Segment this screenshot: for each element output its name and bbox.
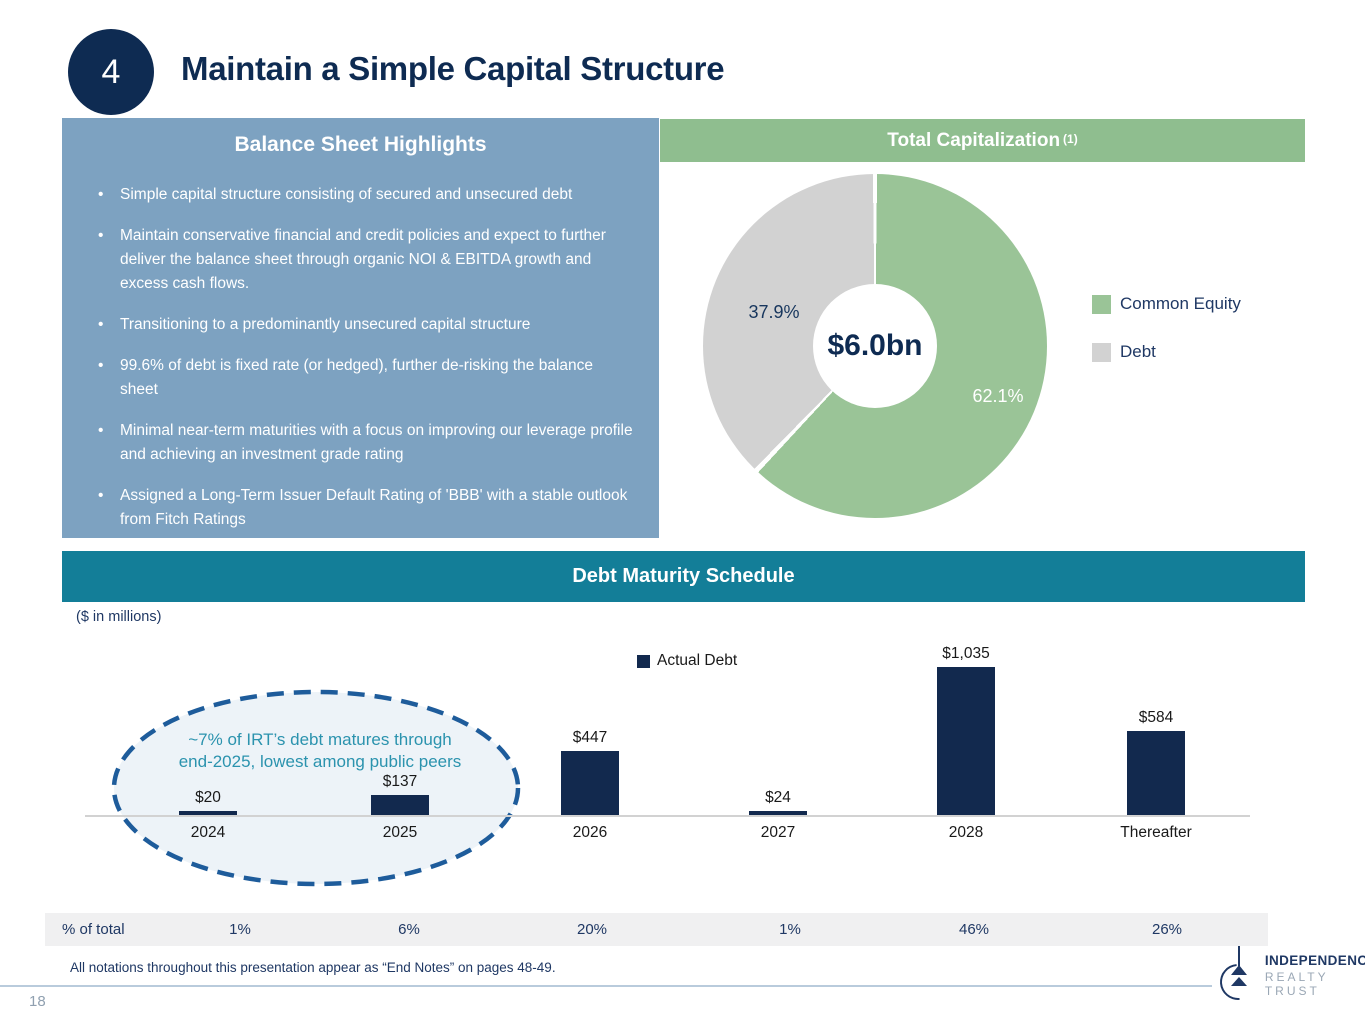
bullet-text: Transitioning to a predominantly unsecur… <box>120 316 531 333</box>
bullet-icon: • <box>98 422 104 439</box>
percent-cell-thereafter: 26% <box>1151 921 1183 938</box>
bar-value-label: $447 <box>572 729 608 746</box>
footnote-marker: (1) <box>1063 131 1078 146</box>
legend-label: Debt <box>1120 342 1156 361</box>
bullet-item: • 99.6% of debt is fixed rate (or hedged)… <box>94 354 633 402</box>
category-label-2027: 2027 <box>760 824 796 841</box>
bar <box>1127 731 1185 815</box>
annotation-line-1: ~7% of IRT’s debt matures through <box>188 730 452 749</box>
bullet-text: 99.6% of debt is fixed rate (or hedged),… <box>120 357 594 398</box>
bullet-icon: • <box>98 227 104 244</box>
bar-2025: $137 <box>340 773 460 815</box>
bar-2027: $24 <box>718 789 838 815</box>
units-label: ($ in millions) <box>76 609 162 625</box>
bullet-item: • Simple capital structure consisting of … <box>94 183 633 207</box>
bar-value-label: $1,035 <box>942 645 990 662</box>
x-axis-line <box>85 815 1250 817</box>
annotation-line-2: end-2025, lowest among public peers <box>178 752 462 771</box>
logo-line-1: INDEPENDENCE <box>1264 952 1365 968</box>
logo-line-2: REALTY TRUST <box>1264 969 1329 998</box>
bullet-icon: • <box>98 357 104 374</box>
total-capitalization-value: $6.0bn <box>827 329 923 362</box>
bar-value-label: $24 <box>765 789 791 806</box>
debt-percent-label: 37.9% <box>748 302 800 322</box>
page-number: 18 <box>29 993 46 1010</box>
bullet-icon: • <box>98 186 104 203</box>
donut-center-label: $6.0bn <box>813 284 937 408</box>
bar-chart-legend: Actual Debt <box>637 652 737 670</box>
slide-number: 4 <box>101 52 121 91</box>
page-title: Maintain a Simple Capital Structure <box>181 50 725 87</box>
highlight-ellipse <box>111 689 521 887</box>
bar <box>937 667 995 815</box>
tower-emblem-icon <box>1212 946 1264 1008</box>
category-label-2024: 2024 <box>190 824 226 841</box>
bullet-text: Assigned a Long-Term Issuer Default Rati… <box>120 487 628 528</box>
debt-maturity-banner: Debt Maturity Schedule <box>62 551 1305 602</box>
percent-row-label: % of total <box>62 921 125 938</box>
balance-sheet-panel: Balance Sheet Highlights • Simple capital… <box>62 118 659 538</box>
percent-cell-2024: 1% <box>229 921 251 938</box>
bullet-text: Minimal near-term maturities with a focu… <box>120 422 633 463</box>
footnote-text: All notations throughout this presentati… <box>70 960 556 975</box>
bar-value-label: $20 <box>195 789 221 806</box>
footer-divider <box>0 985 1212 987</box>
bullet-icon: • <box>98 316 104 333</box>
bar <box>371 795 429 815</box>
bullet-item: • Transitioning to a predominantly unsecu… <box>94 313 633 337</box>
percent-cell-2027: 1% <box>779 921 801 938</box>
bar-value-label: $584 <box>1138 709 1174 726</box>
category-label-2025: 2025 <box>382 824 418 841</box>
equity-percent-label: 62.1% <box>972 386 1024 406</box>
actual-debt-legend-label: Actual Debt <box>657 652 738 669</box>
bar <box>179 811 237 815</box>
bar-value-label: $137 <box>382 773 418 790</box>
total-capitalization-title: Total Capitalization <box>887 129 1061 151</box>
logo-text: INDEPENDENCE REALTY TRUST <box>1265 953 1365 998</box>
category-label-2026: 2026 <box>572 824 608 841</box>
bullet-icon: • <box>98 487 104 504</box>
bar <box>749 811 807 815</box>
percent-cell-2028: 46% <box>958 921 990 938</box>
capitalization-legend: Common Equity Debt <box>1092 294 1241 390</box>
common-equity-swatch-icon <box>1092 294 1111 314</box>
bar-2024: $20 <box>148 789 268 815</box>
legend-item-debt: Debt <box>1092 342 1241 362</box>
category-label-thereafter: Thereafter <box>1120 824 1192 841</box>
percent-cell-2025: 6% <box>398 921 420 938</box>
bullet-item: • Maintain conservative financial and cre… <box>94 224 633 296</box>
actual-debt-swatch-icon <box>637 654 650 668</box>
slide-number-badge: 4 <box>68 29 154 115</box>
bullet-item: • Assigned a Long-Term Issuer Default Rat… <box>94 484 633 532</box>
bar <box>561 751 619 815</box>
bullet-text: Simple capital structure consisting of s… <box>120 186 573 203</box>
bullet-text: Maintain conservative financial and cred… <box>120 227 606 292</box>
balance-sheet-bullet-list: • Simple capital structure consisting of … <box>62 183 659 532</box>
bar-thereafter: $584 <box>1096 709 1216 815</box>
category-label-2028: 2028 <box>948 824 984 841</box>
company-logo: INDEPENDENCE REALTY TRUST <box>1212 946 1365 1008</box>
percent-cell-2026: 20% <box>576 921 608 938</box>
debt-swatch-icon <box>1092 342 1111 362</box>
bar-2028: $1,035 <box>906 645 1026 815</box>
balance-sheet-title: Balance Sheet Highlights <box>234 133 487 156</box>
bullet-item: • Minimal near-term maturities with a foc… <box>94 419 633 467</box>
bar-2026: $447 <box>530 729 650 815</box>
total-capitalization-header: Total Capitalization (1) <box>660 119 1305 162</box>
legend-label: Common Equity <box>1120 294 1241 313</box>
percent-of-total-row: % of total 1% 6% 20% 1% 46% 26% <box>45 913 1268 946</box>
maturity-annotation: ~7% of IRT’s debt matures through end-20… <box>140 729 500 773</box>
legend-item-common-equity: Common Equity <box>1092 294 1241 314</box>
